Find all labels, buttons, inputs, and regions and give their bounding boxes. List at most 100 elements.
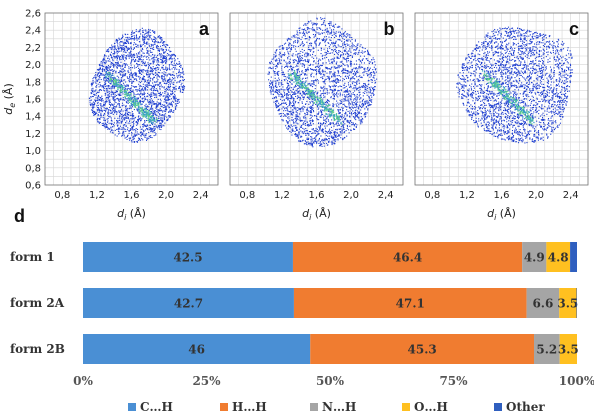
point: [372, 88, 374, 91]
point: [360, 105, 362, 107]
point: [364, 87, 366, 89]
point: [123, 42, 125, 44]
point: [169, 85, 172, 88]
point: [132, 77, 134, 79]
point: [307, 110, 310, 112]
point: [124, 33, 126, 35]
point: [342, 63, 344, 65]
point: [274, 77, 276, 79]
point: [167, 97, 169, 99]
point: [133, 32, 135, 34]
point: [290, 107, 292, 109]
point: [364, 115, 367, 117]
point: [131, 82, 133, 84]
point: [159, 91, 162, 93]
point: [288, 38, 290, 41]
point: [128, 118, 130, 120]
point: [142, 132, 144, 135]
point: [329, 73, 331, 75]
point: [336, 26, 338, 28]
point: [344, 50, 347, 52]
point: [110, 90, 113, 92]
point: [131, 75, 133, 77]
point: [369, 89, 371, 91]
point: [298, 85, 300, 87]
point: [326, 125, 328, 127]
point: [364, 112, 367, 114]
point: [143, 112, 145, 114]
point: [346, 121, 348, 123]
point: [151, 95, 153, 97]
point: [290, 47, 292, 50]
point: [134, 67, 136, 69]
point: [162, 111, 164, 113]
point: [171, 91, 173, 93]
point: [144, 107, 147, 110]
point: [103, 58, 106, 60]
point: [354, 73, 356, 75]
point: [164, 88, 166, 90]
point: [138, 36, 141, 38]
point: [151, 39, 153, 41]
point: [152, 48, 154, 50]
point: [142, 116, 144, 118]
point: [129, 76, 131, 78]
point: [325, 62, 327, 64]
point: [115, 91, 117, 94]
point: [128, 95, 131, 97]
point: [130, 100, 132, 102]
point: [165, 62, 167, 64]
point: [319, 42, 321, 44]
point: [159, 53, 161, 55]
point: [306, 54, 308, 56]
point: [360, 109, 362, 111]
point: [337, 79, 339, 81]
point: [138, 83, 140, 85]
point: [335, 35, 337, 37]
point: [313, 76, 315, 78]
point: [121, 104, 123, 106]
point: [110, 69, 112, 71]
point: [282, 86, 284, 88]
point: [278, 77, 280, 79]
point: [132, 95, 135, 97]
point: [147, 113, 149, 115]
point: [176, 100, 178, 102]
point: [107, 64, 110, 67]
point: [161, 110, 163, 112]
point: [334, 139, 336, 141]
point: [108, 100, 110, 102]
point: [108, 75, 110, 78]
point: [302, 91, 305, 93]
point: [148, 81, 150, 83]
point: [146, 42, 148, 44]
point: [147, 92, 149, 94]
point: [95, 71, 97, 74]
point: [133, 97, 136, 99]
point: [363, 71, 365, 73]
point: [274, 51, 276, 53]
point: [148, 131, 150, 134]
point: [306, 74, 308, 76]
point: [111, 120, 113, 122]
point: [127, 100, 130, 102]
point: [307, 55, 309, 57]
point: [154, 96, 156, 99]
point: [132, 116, 134, 118]
point: [150, 47, 152, 50]
point: [322, 128, 324, 130]
point: [100, 89, 102, 91]
point: [326, 139, 328, 141]
point: [309, 101, 311, 103]
point: [123, 133, 125, 135]
point: [140, 128, 142, 130]
point: [110, 63, 112, 65]
point: [282, 120, 284, 122]
point: [344, 87, 346, 89]
point: [121, 87, 123, 90]
point: [154, 40, 156, 42]
point: [119, 91, 122, 93]
point: [109, 96, 111, 98]
point: [133, 119, 135, 121]
point: [132, 126, 134, 129]
